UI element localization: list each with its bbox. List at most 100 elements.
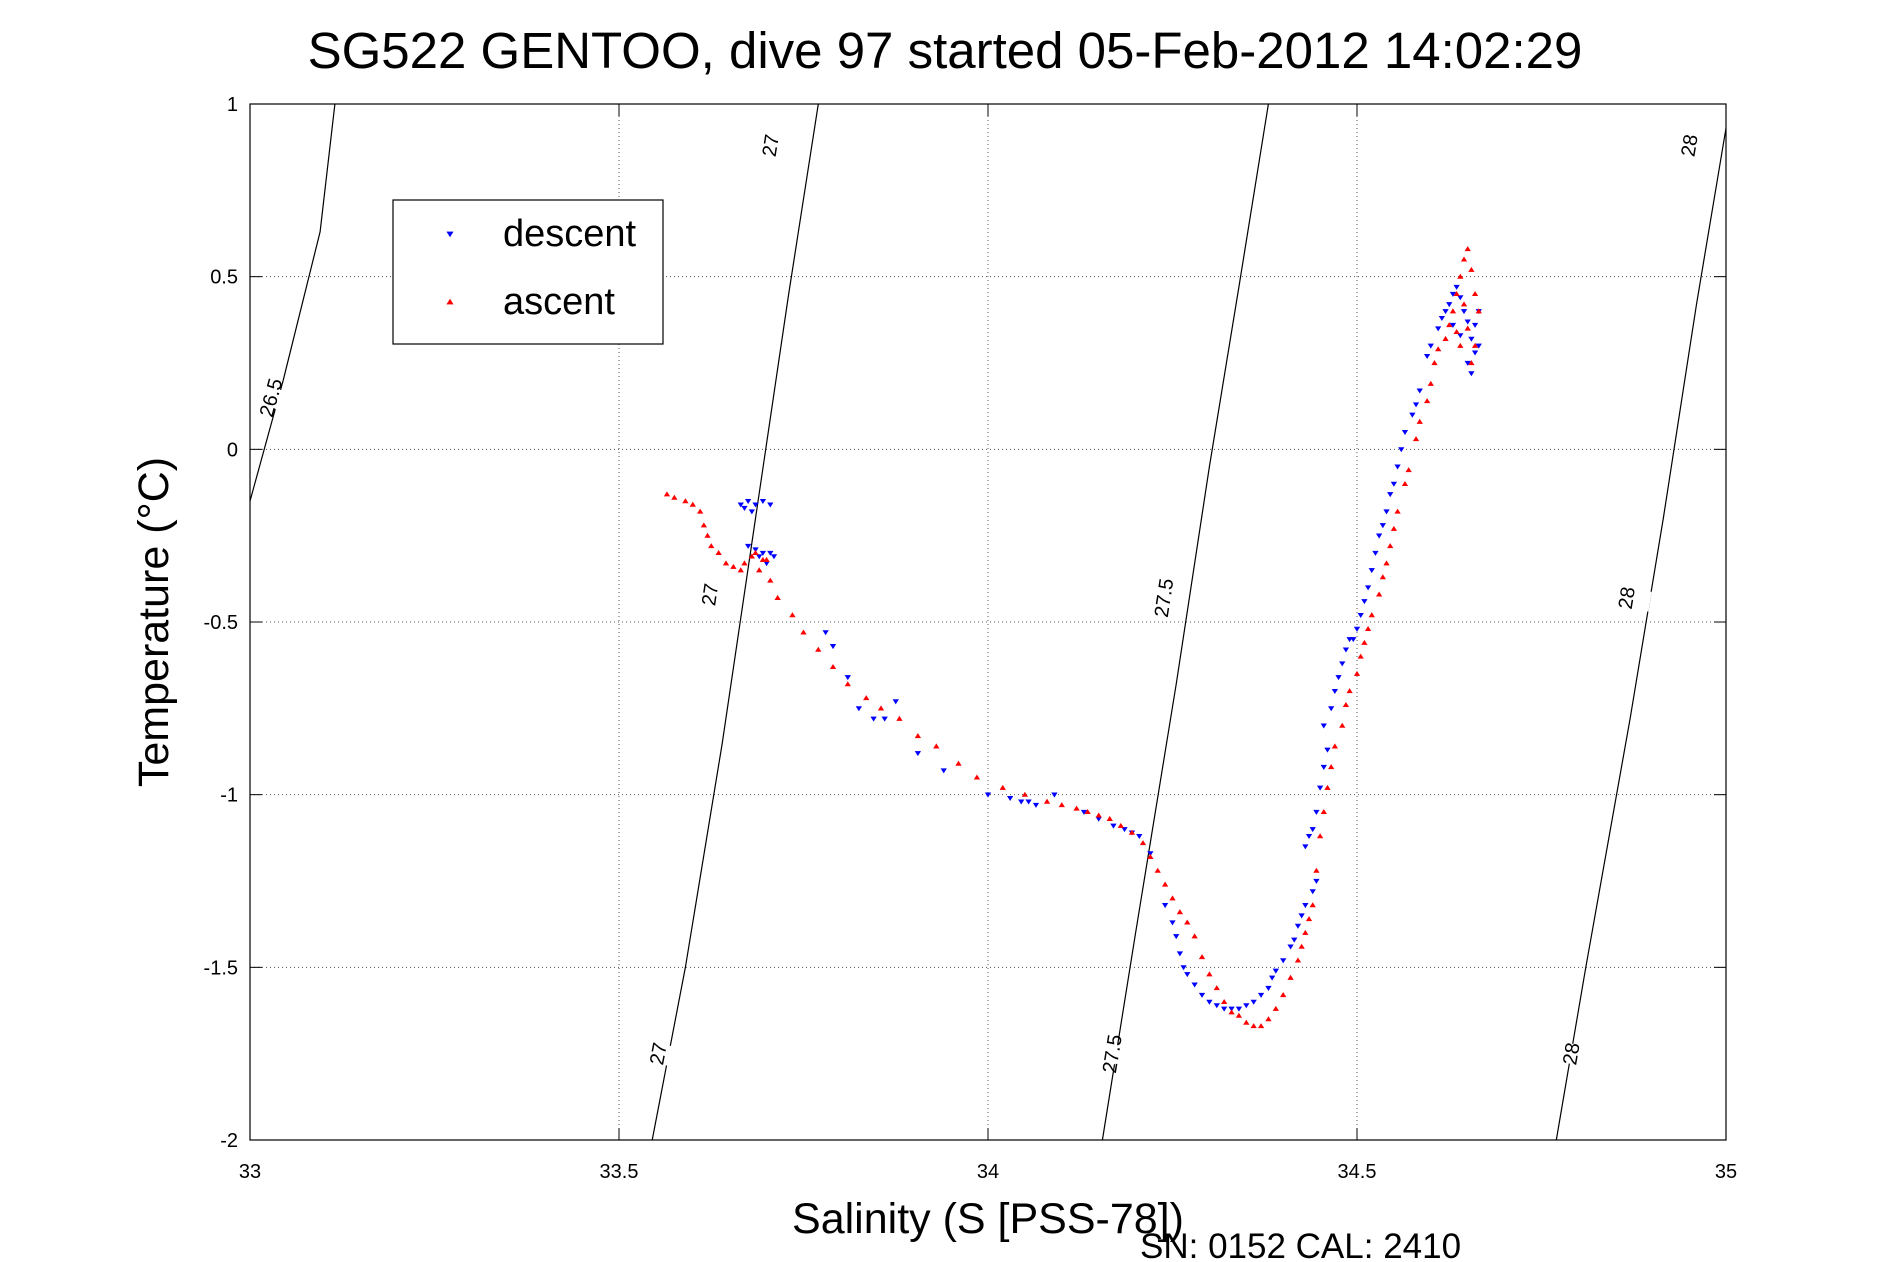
descent-point: [822, 630, 829, 636]
legend-marker-descent: [446, 231, 454, 238]
density-contour-26.5: [249, 103, 336, 502]
legend-label-ascent: ascent: [503, 281, 615, 323]
ascent-point: [748, 553, 755, 559]
ascent-point: [1453, 329, 1460, 335]
ascent-point: [1305, 916, 1313, 922]
descent-point: [1342, 647, 1350, 653]
ascent-point: [1387, 543, 1394, 549]
descent-series: [737, 284, 1482, 1012]
descent-point: [1475, 343, 1482, 349]
ascent-point: [774, 594, 781, 600]
contour-label: 28: [1559, 1041, 1584, 1067]
contour-label-bg: [1086, 1040, 1138, 1068]
descent-point: [1184, 972, 1191, 978]
descent-point: [892, 699, 899, 705]
contour-label-bg: [1601, 584, 1652, 612]
y-tick-label: -1: [220, 785, 238, 807]
ascent-point: [663, 491, 671, 497]
descent-point: [855, 706, 862, 712]
ascent-point: [741, 560, 748, 566]
descent-point: [1309, 827, 1316, 833]
ascent-point: [999, 784, 1006, 790]
descent-point: [1457, 295, 1464, 301]
ascent-point: [708, 543, 715, 549]
ascent-point: [1442, 335, 1449, 341]
descent-point: [1287, 944, 1294, 950]
descent-point: [1136, 833, 1143, 840]
y-tick-label: 0: [227, 439, 238, 461]
descent-point: [1449, 322, 1457, 328]
legend-marker-ascent: [446, 298, 454, 305]
ascent-point: [730, 563, 737, 569]
ascent-point: [1383, 560, 1390, 566]
ascent-point: [1221, 998, 1228, 1004]
ascent-point: [1213, 985, 1220, 991]
contour-label-bg: [1138, 584, 1189, 612]
ascent-point: [1364, 626, 1372, 632]
ascent-point: [1468, 266, 1475, 272]
descent-point: [1368, 568, 1375, 574]
contour-label-bg: [684, 581, 735, 608]
descent-point: [1213, 1003, 1220, 1009]
ascent-point: [1464, 246, 1471, 252]
descent-point: [1147, 851, 1154, 857]
x-tick-label: 34.5: [1338, 1161, 1377, 1183]
ascent-point: [763, 556, 770, 562]
ascent-point: [1169, 895, 1176, 901]
ascent-point: [829, 663, 837, 670]
ascent-point: [1457, 342, 1464, 348]
ascent-point: [1272, 1005, 1279, 1011]
descent-point: [1161, 903, 1169, 909]
contour-label-bg: [1545, 1039, 1597, 1068]
ascent-point: [1235, 1012, 1243, 1018]
descent-point: [1331, 688, 1339, 694]
ascent-point: [933, 743, 940, 749]
descent-point: [767, 502, 774, 508]
ascent-point: [700, 522, 708, 528]
ascent-point: [1431, 360, 1438, 366]
descent-point: [748, 509, 755, 515]
ascent-point: [1339, 722, 1346, 728]
legend-label-descent: descent: [503, 213, 637, 255]
y-tick-label: -0.5: [204, 612, 238, 634]
contour-label: 27: [759, 133, 784, 158]
ascent-point: [756, 567, 763, 573]
ascent-point: [1206, 971, 1213, 977]
descent-point: [770, 554, 778, 560]
ascent-point: [1446, 322, 1453, 328]
descent-point: [1464, 360, 1471, 366]
y-tick-label: 1: [227, 94, 238, 116]
x-tick-label: 34: [977, 1161, 999, 1183]
ascent-point: [1191, 933, 1198, 939]
chart-title: SG522 GENTOO, dive 97 started 05-Feb-201…: [308, 22, 1583, 79]
footer-serial-cal: SN: 0152 CAL: 2410: [1140, 1227, 1461, 1262]
descent-point: [1221, 1006, 1228, 1012]
ascent-point: [1435, 346, 1442, 352]
descent-point: [1471, 350, 1479, 356]
ascent-point: [1346, 688, 1353, 694]
descent-point: [1257, 992, 1265, 998]
ascent-point: [1368, 612, 1375, 618]
ascent-point: [1460, 256, 1468, 262]
descent-point: [1394, 464, 1401, 470]
descent-point: [1051, 792, 1058, 798]
descent-point: [881, 716, 888, 722]
descent-point: [1442, 309, 1449, 315]
ascent-point: [1390, 525, 1398, 531]
descent-point: [1169, 920, 1176, 926]
legend: descent ascent: [392, 199, 664, 345]
contour-label: 28: [1615, 585, 1640, 611]
descent-point: [1375, 533, 1383, 539]
ascent-point: [1316, 833, 1324, 839]
descent-point: [1173, 934, 1180, 940]
descent-point: [1272, 968, 1279, 974]
ascent-point: [1280, 992, 1287, 998]
ascent-point: [1287, 974, 1294, 980]
ascent-point: [1379, 574, 1386, 580]
descent-point: [1346, 637, 1353, 643]
x-axis-label: Salinity (S [PSS-78]): [792, 1195, 1184, 1243]
ascent-point: [1460, 301, 1468, 307]
descent-point: [1294, 923, 1302, 929]
ascent-point: [1313, 867, 1320, 873]
ascent-point: [704, 532, 711, 538]
